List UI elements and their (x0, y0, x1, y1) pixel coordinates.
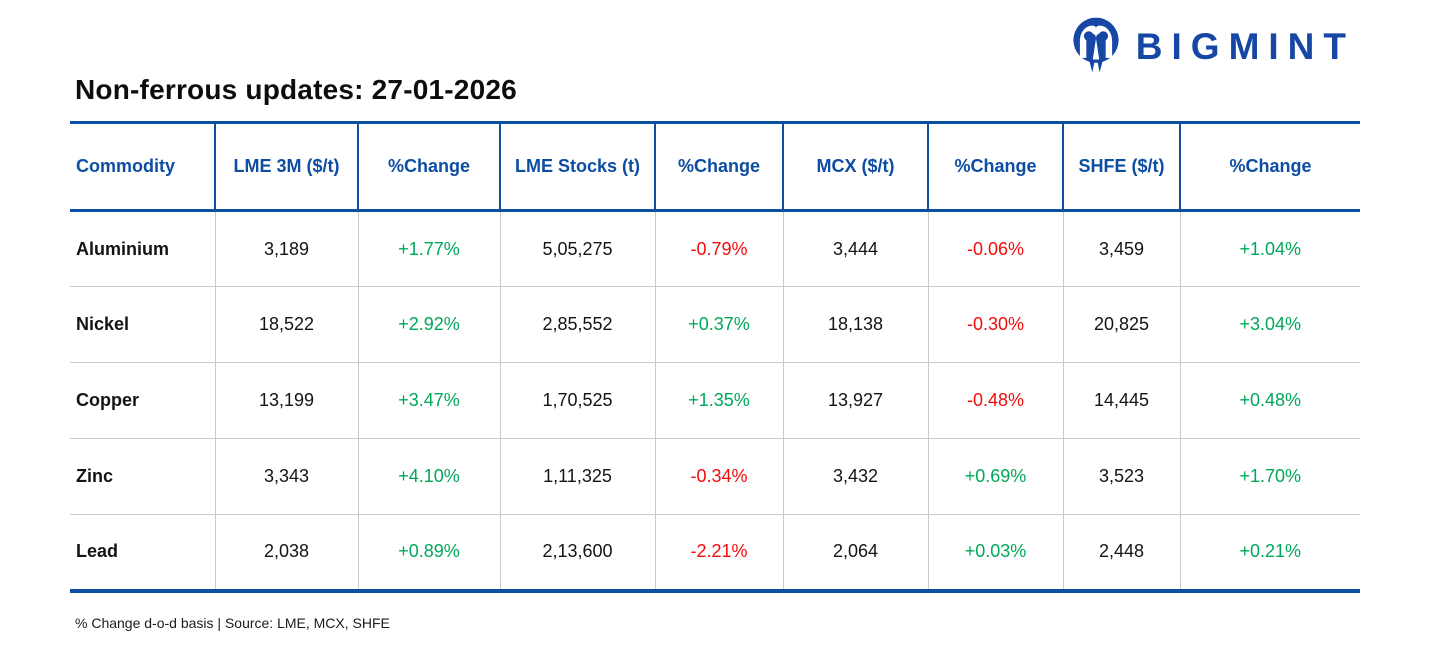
table-row: Aluminium 3,189 +1.77% 5,05,275 -0.79% 3,444-… (70, 210, 1360, 287)
cell: +4.10% (357, 438, 500, 515)
commodity-name: Aluminium (76, 238, 169, 259)
cell: +2.92% (357, 286, 500, 363)
brand-logo: BIGMINT (1068, 16, 1355, 74)
cell: -0.30% (927, 286, 1063, 363)
table-body: Aluminium 3,189 +1.77% 5,05,275 -0.79% 3,444-… (70, 210, 1360, 591)
column-header-6: %Change (927, 122, 1063, 211)
table-row: Nickel 18,522 +2.92% 2,85,552 +0.37% 18,138 -0… (70, 286, 1360, 363)
cell: +3.04% (1179, 286, 1360, 363)
bigmint-logo-icon (1068, 16, 1124, 74)
column-header-0: Commodity (76, 156, 175, 176)
column-header-1: LME 3M ($/t) (214, 122, 358, 211)
table-row: Lead 2,038 +0.89% 2,13,600 -2.21% 2,064 +0.03%… (70, 514, 1360, 591)
column-header-2: %Change (357, 122, 500, 211)
cell: 3,189 (214, 210, 358, 287)
cell: +0.37% (654, 286, 783, 363)
commodity-table: Commodity LME 3M ($/t) %Change LME Stocks (… (70, 121, 1360, 593)
footnote: % Change d-o-d basis | Source: LME, MCX,… (75, 615, 390, 631)
table-row: Copper 13,199 +3.47% 1,70,525 +1.35% 13,927 -0… (70, 362, 1360, 439)
commodity-name: Lead (70, 514, 215, 591)
cell: 3,444 (782, 210, 928, 287)
cell: +1.04% (1179, 210, 1360, 287)
cell: 14,445 (1062, 362, 1180, 439)
table-header: Commodity LME 3M ($/t) %Change LME Stocks (… (70, 122, 1360, 211)
cell: +0.48% (1179, 362, 1360, 439)
cell: 13,199 (214, 362, 358, 439)
cell: 13,927 (782, 362, 928, 439)
cell: -0.48% (927, 362, 1063, 439)
cell: 5,05,275 (499, 210, 655, 287)
cell: +0.21% (1179, 514, 1360, 591)
header-row: Commodity LME 3M ($/t) %Change LME Stocks (… (70, 122, 1360, 211)
cell: 3,343 (214, 438, 358, 515)
cell: -2.21% (654, 514, 783, 591)
cell: 3,432 (782, 438, 928, 515)
column-header-5: MCX ($/t) (782, 122, 928, 211)
cell: 1,11,325 (499, 438, 655, 515)
commodity-name: Zinc (70, 438, 215, 515)
column-header-4: %Change (654, 122, 783, 211)
commodity-name: Nickel (70, 286, 215, 363)
cell: 2,448 (1062, 514, 1180, 591)
brand-name: BIGMINT (1135, 25, 1355, 67)
page-title: Non-ferrous updates: 27-01-2026 (75, 74, 517, 105)
cell: -0.06% (927, 210, 1063, 287)
cell: +1.35% (654, 362, 783, 439)
cell: 18,522 (214, 286, 358, 363)
cell: +3.47% (357, 362, 500, 439)
cell: 3,459 (1062, 210, 1180, 287)
cell: -0.79% (654, 210, 783, 287)
cell: 2,85,552 (499, 286, 655, 363)
column-header-8: %Change (1179, 122, 1360, 211)
column-header-7: SHFE ($/t) (1062, 122, 1180, 211)
commodity-name: Copper (70, 362, 215, 439)
cell: +1.77% (357, 210, 500, 287)
cell: 2,064 (782, 514, 928, 591)
cell: 1,70,525 (499, 362, 655, 439)
cell: +0.69% (927, 438, 1063, 515)
cell: +0.03% (927, 514, 1063, 591)
cell: 2,038 (214, 514, 358, 591)
cell: -0.34% (654, 438, 783, 515)
cell: +1.70% (1179, 438, 1360, 515)
cell: 3,523 (1062, 438, 1180, 515)
column-header-3: LME Stocks (t) (499, 122, 655, 211)
cell: 2,13,600 (499, 514, 655, 591)
cell: +0.89% (357, 514, 500, 591)
cell: 20,825 (1062, 286, 1180, 363)
table-row: Zinc 3,343 +4.10% 1,11,325 -0.34% 3,432 +0.69%… (70, 438, 1360, 515)
cell: 18,138 (782, 286, 928, 363)
